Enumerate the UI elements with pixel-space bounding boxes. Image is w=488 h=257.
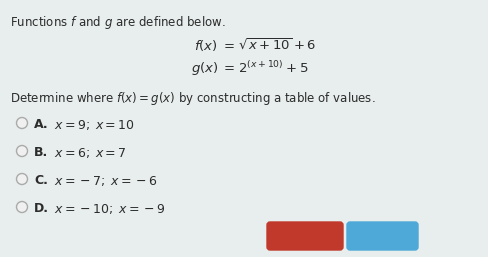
Text: Functions $f$ and $g$ are defined below.: Functions $f$ and $g$ are defined below. — [10, 14, 225, 31]
Text: Reset: Reset — [286, 231, 324, 243]
Text: D.: D. — [34, 202, 49, 215]
Text: $\sqrt{x + 10} + 6$: $\sqrt{x + 10} + 6$ — [238, 38, 317, 53]
Text: $x = -7;\; x = -6$: $x = -7;\; x = -6$ — [54, 174, 158, 188]
Text: C.: C. — [34, 174, 48, 187]
Text: $=$: $=$ — [221, 60, 235, 73]
Text: Determine where $f(x) = g(x)$ by constructing a table of values.: Determine where $f(x) = g(x)$ by constru… — [10, 90, 376, 107]
Text: $2^{(x+10)} + 5$: $2^{(x+10)} + 5$ — [238, 60, 308, 76]
Circle shape — [17, 201, 27, 213]
Text: $x = 9;\; x = 10$: $x = 9;\; x = 10$ — [54, 118, 135, 132]
Circle shape — [17, 173, 27, 185]
FancyBboxPatch shape — [267, 222, 343, 250]
Text: $f(x)$: $f(x)$ — [194, 38, 218, 53]
Text: A.: A. — [34, 118, 49, 131]
Circle shape — [17, 117, 27, 128]
Text: Next: Next — [367, 231, 398, 243]
FancyBboxPatch shape — [347, 222, 418, 250]
Text: B.: B. — [34, 146, 48, 159]
Text: $g(x)$: $g(x)$ — [191, 60, 218, 77]
Text: $x = 6;\; x = 7$: $x = 6;\; x = 7$ — [54, 146, 127, 160]
Text: $x = -10;\; x = -9$: $x = -10;\; x = -9$ — [54, 202, 165, 216]
Circle shape — [17, 145, 27, 157]
Text: $=$: $=$ — [221, 38, 235, 51]
